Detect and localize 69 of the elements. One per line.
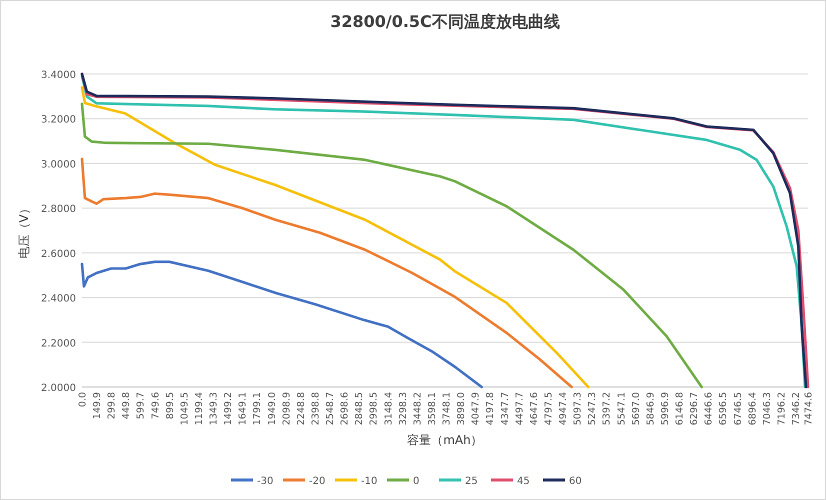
x-tick-label: 599.7 (136, 392, 147, 420)
x-tick-label: 5846.9 (645, 392, 656, 426)
x-tick-label: 5996.9 (660, 392, 671, 426)
legend-label: 0 (413, 476, 420, 487)
x-tick-label: 6296.7 (689, 392, 700, 426)
x-tick-label: 749.6 (150, 392, 162, 420)
x-tick-label: 4797.5 (543, 392, 554, 426)
x-axis-title: 容量（mAh） (407, 433, 483, 447)
x-tick-label: 1649.1 (238, 392, 249, 426)
x-tick-label: 5097.3 (572, 392, 584, 426)
x-tick-label: 0.0 (78, 392, 88, 408)
legend-label: 60 (569, 476, 582, 487)
x-tick-label: 2548.7 (325, 392, 336, 426)
y-tick-label: 3.2000 (41, 114, 76, 126)
x-tick-label: 2398.8 (310, 392, 322, 426)
y-tick-label: 2.0000 (41, 383, 76, 394)
x-tick-label: 1949.0 (266, 392, 278, 426)
legend-label: -30 (257, 476, 274, 487)
x-tick-label: 5547.1 (616, 392, 628, 426)
x-tick-label: 3148.4 (383, 392, 394, 426)
x-tick-label: 1049.5 (179, 392, 190, 426)
x-tick-label: 5697.0 (630, 392, 642, 426)
legend-label: 45 (517, 476, 530, 487)
x-tick-label: 6746.5 (732, 392, 744, 426)
x-tick-label: 3598.1 (426, 392, 438, 426)
x-tick-label: 6896.4 (747, 392, 758, 426)
x-tick-label: 2698.6 (340, 392, 351, 426)
x-tick-label: 7474.6 (804, 392, 814, 426)
y-tick-label: 2.8000 (41, 204, 76, 216)
x-tick-label: 4947.4 (558, 392, 570, 426)
x-tick-label: 5397.2 (602, 392, 613, 426)
x-tick-label: 4197.8 (485, 392, 496, 426)
x-tick-label: 6446.6 (704, 392, 715, 426)
y-axis-title: 电压（V） (17, 202, 31, 259)
y-tick-label: 3.0000 (41, 159, 76, 170)
x-tick-label: 4047.9 (470, 392, 482, 426)
x-tick-label: 449.8 (121, 392, 132, 420)
y-tick-label: 3.4000 (41, 70, 76, 81)
x-tick-label: 3748.1 (442, 392, 453, 426)
x-tick-label: 2998.5 (368, 392, 380, 426)
legend-label: -20 (309, 476, 326, 487)
x-tick-label: 4347.7 (500, 392, 511, 426)
x-tick-label: 2248.8 (296, 392, 307, 426)
chart-title: 32800/0.5C不同温度放电曲线 (330, 12, 560, 31)
y-tick-label: 2.6000 (41, 248, 76, 260)
x-tick-label: 7046.3 (762, 392, 773, 426)
x-tick-label: 1499.2 (223, 392, 234, 426)
x-tick-label: 149.9 (92, 392, 104, 420)
y-tick-label: 2.2000 (41, 338, 76, 350)
x-tick-label: 5247.3 (587, 392, 598, 426)
x-tick-label: 299.8 (106, 392, 118, 420)
x-tick-label: 1199.4 (194, 392, 205, 426)
x-tick-label: 3298.3 (398, 392, 409, 426)
y-tick-label: 2.4000 (41, 294, 76, 305)
x-tick-label: 6146.8 (674, 392, 686, 426)
x-tick-label: 4647.6 (528, 392, 540, 426)
x-tick-label: 3898.0 (456, 392, 468, 426)
legend-label: -10 (361, 476, 378, 487)
x-tick-label: 1799.1 (252, 392, 264, 426)
x-tick-label: 3448.2 (412, 392, 424, 426)
x-tick-label: 4497.7 (514, 392, 526, 426)
x-tick-label: 899.5 (164, 392, 176, 420)
x-tick-label: 7196.2 (776, 392, 788, 426)
x-tick-label: 6596.5 (718, 392, 730, 426)
x-tick-label: 2848.5 (354, 392, 366, 426)
x-tick-label: 2098.9 (281, 392, 292, 426)
legend-label: 25 (465, 476, 478, 487)
x-tick-label: 1349.3 (208, 392, 220, 426)
x-tick-label: 7346.2 (791, 392, 802, 426)
